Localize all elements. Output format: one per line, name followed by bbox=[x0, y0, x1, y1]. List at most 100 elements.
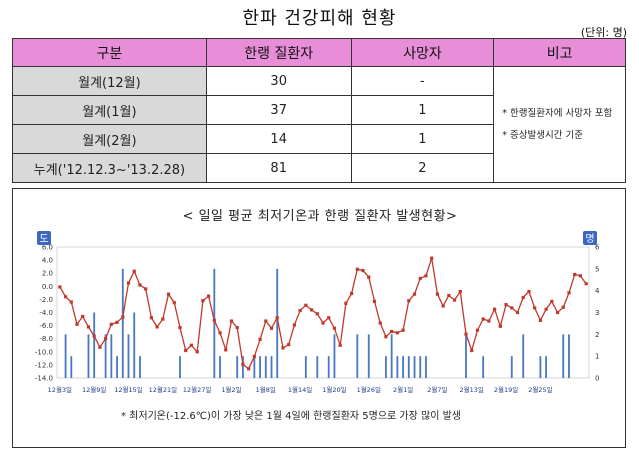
temperature-point bbox=[206, 294, 211, 298]
temperature-point bbox=[121, 315, 125, 319]
temperature-point bbox=[75, 322, 79, 326]
temperature-point bbox=[390, 329, 394, 334]
temperature-point bbox=[412, 292, 417, 296]
temperature-point bbox=[487, 319, 491, 323]
temperature-point bbox=[178, 325, 182, 330]
summary-table: 구분 한랭 질환자 사망자 비고 월계(12월) 30 - * 한랭질환자에 사… bbox=[12, 38, 626, 183]
x-tick-label: 12월21일 bbox=[149, 385, 178, 394]
temperature-point bbox=[372, 299, 377, 303]
left-tick-label: -14.0 bbox=[35, 375, 53, 383]
left-tick-label: -10.0 bbox=[35, 348, 53, 356]
bar bbox=[127, 334, 130, 378]
temperature-point bbox=[475, 328, 480, 332]
x-tick-label: 2월7일 bbox=[427, 385, 447, 394]
bar bbox=[407, 356, 410, 378]
header-notes: 비고 bbox=[493, 38, 626, 67]
temperature-point bbox=[161, 317, 165, 321]
right-tick-label: 0 bbox=[595, 375, 599, 383]
bar bbox=[241, 356, 244, 378]
bar bbox=[562, 334, 565, 378]
header-patients: 한랭 질환자 bbox=[205, 38, 352, 67]
temperature-point bbox=[287, 342, 291, 347]
deaths-cell: 1 bbox=[350, 124, 495, 154]
bar bbox=[121, 268, 124, 378]
bar bbox=[110, 334, 113, 378]
right-axis-badge-label: 명 bbox=[585, 233, 594, 245]
header-deaths: 사망자 bbox=[350, 38, 495, 67]
table-row: 월계(12월) 30 - * 한랭질환자에 사망자 포함 * 증상발생시간 기준 bbox=[12, 66, 626, 183]
x-tick-label: 1월2일 bbox=[221, 385, 241, 394]
temperature-point bbox=[447, 293, 451, 298]
left-tick-label: 0.0 bbox=[42, 283, 53, 291]
bar bbox=[64, 334, 67, 378]
temperature-point bbox=[212, 318, 216, 322]
bar bbox=[367, 334, 370, 378]
table-row: 월계(2월) 14 1 bbox=[12, 124, 626, 154]
x-tick-label: 12월3일 bbox=[48, 385, 72, 394]
temperature-point bbox=[229, 319, 234, 323]
temperature-point bbox=[355, 267, 359, 271]
bar bbox=[545, 356, 548, 378]
left-tick-label: -4.0 bbox=[39, 309, 53, 317]
bar bbox=[419, 356, 422, 378]
temperature-point bbox=[258, 337, 262, 341]
temperature-point bbox=[184, 348, 188, 353]
temperature-point bbox=[395, 331, 399, 335]
chart-title: < 일일 평균 최저기온과 한랭 질환자 발생현황> bbox=[182, 209, 458, 224]
x-tick-label: 12월15일 bbox=[114, 385, 143, 394]
plot-area bbox=[56, 246, 590, 379]
temperature-point bbox=[138, 283, 142, 287]
x-tick-label: 1월26일 bbox=[357, 385, 381, 394]
left-tick-label: -6.0 bbox=[39, 322, 53, 330]
patients-cell: 14 bbox=[205, 124, 352, 154]
temperature-point bbox=[384, 335, 388, 339]
notes-cell: * 한랭질환자에 사망자 포함 * 증상발생시간 기준 bbox=[493, 66, 626, 183]
table-header-row: 구분 한랭 질환자 사망자 비고 bbox=[12, 38, 626, 67]
temperature-point bbox=[584, 282, 588, 286]
bar bbox=[139, 356, 141, 378]
temperature-point bbox=[241, 362, 245, 366]
temperature-point bbox=[195, 350, 199, 354]
x-tick-label: 2월25일 bbox=[528, 385, 552, 394]
bar bbox=[236, 356, 239, 378]
bar bbox=[356, 334, 359, 378]
right-tick-label: 3 bbox=[595, 309, 599, 317]
temperature-point bbox=[98, 345, 102, 349]
temperature-point bbox=[555, 310, 560, 315]
bar bbox=[402, 356, 405, 378]
temperature-point bbox=[149, 316, 153, 320]
temperature-point bbox=[144, 287, 148, 291]
temperature-point bbox=[567, 291, 571, 295]
temperature-point bbox=[63, 295, 68, 299]
note-line: * 증상발생시간 기준 bbox=[502, 129, 583, 141]
temperature-point bbox=[115, 320, 119, 324]
temperature-point bbox=[252, 354, 256, 358]
bar bbox=[333, 334, 336, 378]
temperature-point bbox=[155, 325, 159, 329]
temperature-point bbox=[378, 321, 382, 325]
temperature-point bbox=[218, 331, 222, 335]
bar bbox=[327, 356, 330, 378]
temperature-point bbox=[309, 308, 314, 312]
bar bbox=[270, 356, 273, 378]
temperature-point bbox=[69, 300, 73, 304]
temperature-point bbox=[533, 306, 537, 310]
bar bbox=[482, 356, 485, 378]
temperature-point bbox=[201, 299, 205, 303]
right-tick-label: 5 bbox=[595, 265, 599, 273]
left-axis-badge bbox=[37, 231, 51, 245]
bar bbox=[316, 356, 319, 378]
temperature-point bbox=[521, 295, 525, 300]
deaths-cell: - bbox=[350, 66, 495, 96]
left-tick-label: 4.0 bbox=[42, 257, 53, 265]
temperature-point bbox=[86, 325, 91, 329]
x-tick-label: 2월19일 bbox=[494, 385, 518, 394]
page-title: 한파 건강피해 현황 bbox=[242, 8, 397, 29]
temperature-point bbox=[321, 321, 325, 325]
temperature-point bbox=[470, 348, 474, 353]
x-tick-label: 1월20일 bbox=[322, 385, 346, 394]
bar bbox=[116, 356, 118, 378]
temperature-point bbox=[81, 314, 85, 319]
bar bbox=[413, 356, 416, 378]
temperature-point bbox=[189, 343, 194, 347]
